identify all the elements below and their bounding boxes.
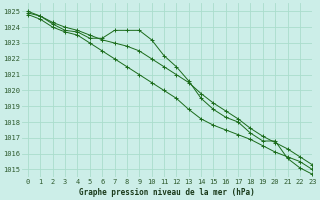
X-axis label: Graphe pression niveau de la mer (hPa): Graphe pression niveau de la mer (hPa) bbox=[79, 188, 255, 197]
